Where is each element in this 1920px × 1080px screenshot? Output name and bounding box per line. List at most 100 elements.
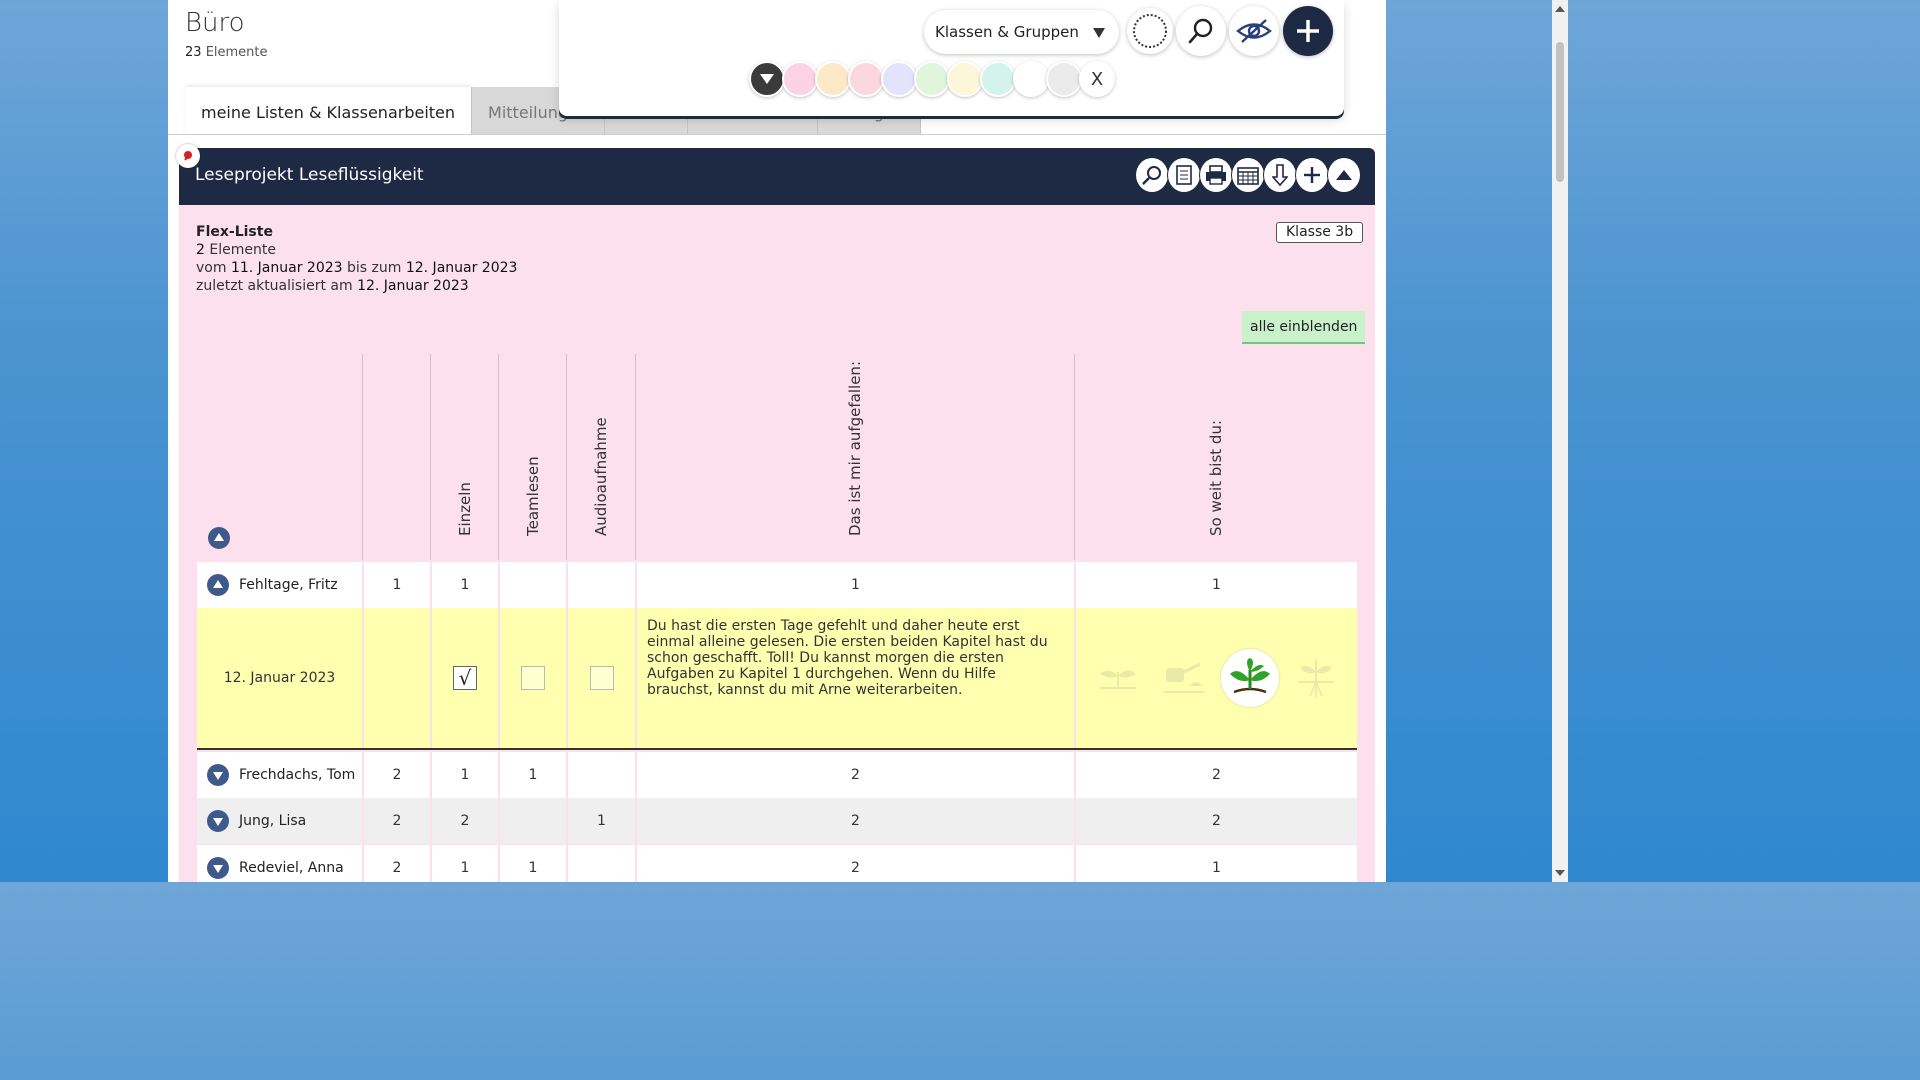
eye-slash-icon bbox=[1236, 19, 1272, 43]
table-cell[interactable]: 2 bbox=[1074, 798, 1357, 844]
list-element-count: 2 Elemente bbox=[196, 242, 276, 258]
tab-lists[interactable]: meine Listen & Klassenarbeiten bbox=[185, 87, 473, 135]
collapse-all-button[interactable] bbox=[208, 527, 230, 549]
expand-row-icon[interactable] bbox=[207, 857, 229, 879]
table-cell[interactable]: 1 bbox=[362, 562, 430, 608]
search-icon bbox=[1142, 166, 1161, 185]
student-name-label: Frechdachs, Tom bbox=[239, 767, 356, 783]
scroll-down-icon[interactable] bbox=[1555, 870, 1565, 876]
print-button[interactable] bbox=[1199, 157, 1233, 193]
table-cell[interactable] bbox=[566, 845, 635, 882]
collapse-list-button[interactable] bbox=[1327, 157, 1361, 193]
table-cell[interactable]: 2 bbox=[430, 798, 498, 844]
color-swatch[interactable] bbox=[1046, 61, 1082, 97]
expand-row-icon[interactable] bbox=[207, 810, 229, 832]
download-button[interactable] bbox=[1263, 157, 1297, 193]
color-filter: X bbox=[749, 61, 1115, 97]
student-name[interactable]: Fehltage, Fritz bbox=[197, 562, 362, 608]
column-header-so-weit: So weit bist du: bbox=[1074, 354, 1357, 560]
table-cell[interactable] bbox=[566, 562, 635, 608]
table-cell[interactable] bbox=[498, 562, 566, 608]
detail-einzeln-cell: √ bbox=[430, 608, 498, 748]
column-header-aufgefallen: Das ist mir aufgefallen: bbox=[635, 354, 1074, 560]
column-label: Einzeln bbox=[455, 482, 474, 536]
student-name[interactable]: Jung, Lisa bbox=[197, 798, 362, 844]
einzeln-checkbox[interactable]: √ bbox=[453, 666, 477, 690]
table-cell[interactable]: 1 bbox=[1074, 845, 1357, 882]
color-swatch[interactable] bbox=[848, 61, 884, 97]
table-cell[interactable]: 2 bbox=[362, 798, 430, 844]
name-column-header bbox=[197, 354, 362, 560]
color-swatch[interactable] bbox=[1013, 61, 1049, 97]
caret-down-icon bbox=[1093, 28, 1105, 38]
table-cell[interactable]: 1 bbox=[430, 845, 498, 882]
tab-messages[interactable]: Mitteilungen bbox=[472, 87, 605, 135]
triangle-up-icon bbox=[1336, 170, 1352, 180]
list-type: Flex-Liste bbox=[196, 224, 273, 240]
detail-date[interactable]: 12. Januar 2023 bbox=[197, 608, 362, 748]
table-cell[interactable]: 1 bbox=[430, 752, 498, 798]
export-document-button[interactable] bbox=[1167, 157, 1201, 193]
color-swatch[interactable] bbox=[881, 61, 917, 97]
color-swatch[interactable] bbox=[947, 61, 983, 97]
column-label: Das ist mir aufgefallen: bbox=[846, 361, 864, 536]
table-cell[interactable] bbox=[498, 798, 566, 844]
column-header-einzeln: Einzeln bbox=[430, 354, 498, 560]
scrollbar[interactable] bbox=[1552, 0, 1568, 882]
list-date-range: vom 11. Januar 2023 bis zum 12. Januar 2… bbox=[196, 260, 518, 276]
plus-icon bbox=[1297, 20, 1319, 42]
add-button[interactable] bbox=[1283, 6, 1333, 56]
office-element-count: 23 Elemente bbox=[185, 45, 268, 60]
collapse-row-icon[interactable] bbox=[207, 574, 229, 596]
scrollbar-thumb[interactable] bbox=[1556, 42, 1564, 182]
table-cell[interactable]: 2 bbox=[635, 752, 1074, 798]
table-cell[interactable]: 1 bbox=[498, 752, 566, 798]
color-swatch[interactable] bbox=[980, 61, 1016, 97]
table-cell[interactable] bbox=[566, 752, 635, 798]
calendar-button[interactable] bbox=[1231, 157, 1265, 193]
total-column-header bbox=[362, 354, 430, 560]
table-cell[interactable]: 2 bbox=[362, 845, 430, 882]
table-cell[interactable]: 2 bbox=[635, 845, 1074, 882]
list-search-button[interactable] bbox=[1135, 157, 1169, 193]
table-cell[interactable]: 2 bbox=[635, 798, 1074, 844]
color-swatch[interactable] bbox=[815, 61, 851, 97]
main-page: Büro 23 Elemente meine Listen & Klassena… bbox=[168, 0, 1386, 882]
table-cell[interactable]: 1 bbox=[498, 845, 566, 882]
color-swatch[interactable] bbox=[782, 61, 818, 97]
expand-row-icon[interactable] bbox=[207, 764, 229, 786]
sprout-icon[interactable] bbox=[1220, 649, 1279, 707]
scroll-up-icon[interactable] bbox=[1555, 6, 1565, 12]
class-badge[interactable]: Klasse 3b bbox=[1276, 222, 1364, 243]
student-name[interactable]: Frechdachs, Tom bbox=[197, 752, 362, 798]
clear-color-button[interactable]: X bbox=[1079, 61, 1115, 97]
table-cell[interactable]: 2 bbox=[1074, 752, 1357, 798]
search-button[interactable] bbox=[1176, 6, 1226, 56]
table-cell[interactable]: 1 bbox=[1074, 562, 1357, 608]
pin-icon[interactable] bbox=[176, 144, 200, 168]
page-title: Büro bbox=[185, 8, 245, 38]
watering-can-icon[interactable] bbox=[1155, 649, 1213, 707]
group-select[interactable]: Klassen & Gruppen bbox=[924, 10, 1119, 54]
comment-text[interactable]: Du hast die ersten Tage gefehlt und dahe… bbox=[635, 608, 1074, 748]
table-cell[interactable]: 2 bbox=[362, 752, 430, 798]
table-cell[interactable]: 1 bbox=[566, 798, 635, 844]
filter-toolbar: Klassen & Gruppen X bbox=[559, 0, 1344, 116]
color-swatch[interactable] bbox=[914, 61, 950, 97]
add-entry-button[interactable] bbox=[1295, 157, 1329, 193]
color-menu-toggle[interactable] bbox=[749, 61, 785, 97]
table-cell[interactable]: 1 bbox=[635, 562, 1074, 608]
seed-icon[interactable] bbox=[1089, 649, 1147, 707]
audioaufnahme-checkbox[interactable] bbox=[589, 666, 614, 690]
teamlesen-checkbox[interactable] bbox=[521, 666, 545, 690]
table-cell[interactable]: 1 bbox=[430, 562, 498, 608]
student-name[interactable]: Redeviel, Anna bbox=[197, 845, 362, 882]
circle-filter-button[interactable] bbox=[1127, 8, 1173, 54]
list-panel: Leseprojekt Leseflüssigkeit Flex-Liste 2… bbox=[176, 144, 1375, 882]
show-all-button[interactable]: alle einblenden bbox=[1242, 311, 1366, 344]
visibility-toggle-button[interactable] bbox=[1229, 6, 1279, 56]
detail-audio-cell bbox=[566, 608, 635, 748]
table-row: Frechdachs, Tom 2 1 1 2 2 bbox=[197, 752, 1357, 798]
plant-roots-icon[interactable] bbox=[1287, 649, 1345, 707]
search-icon bbox=[1188, 18, 1213, 44]
